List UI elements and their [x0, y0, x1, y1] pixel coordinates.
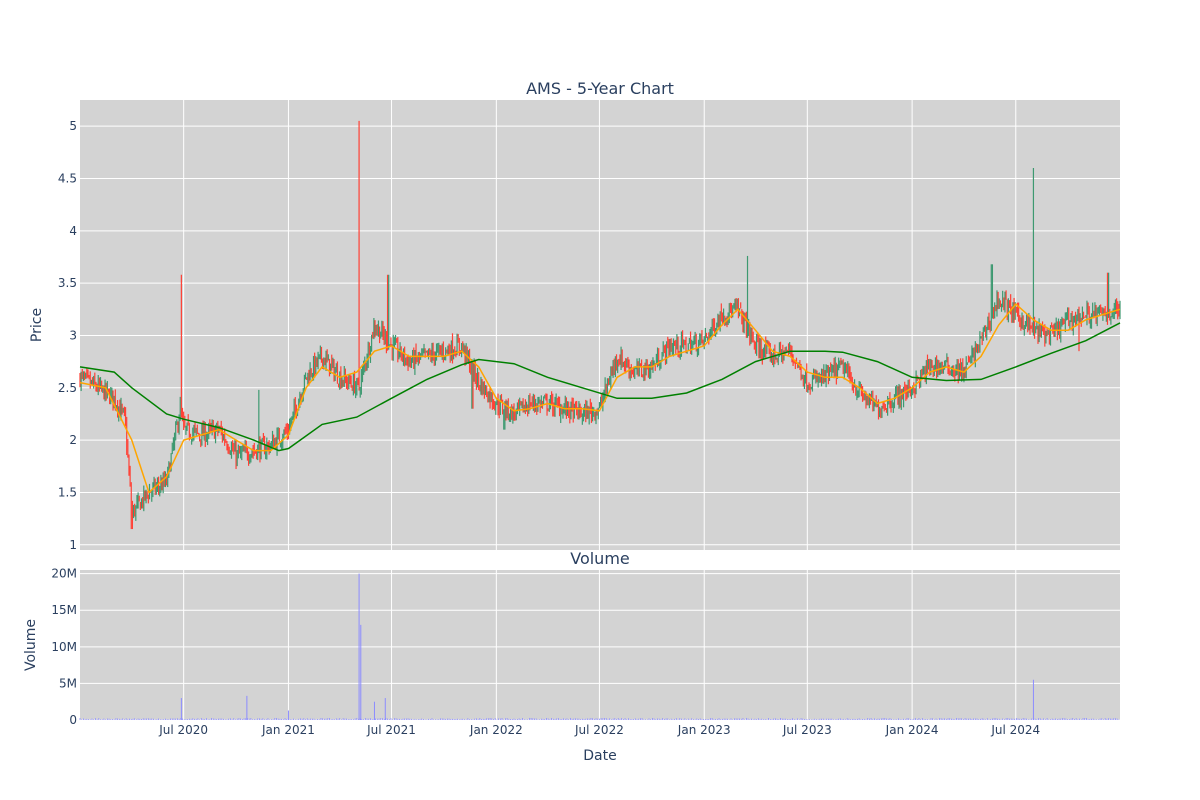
price-y-tick-label: 3.5	[58, 276, 77, 290]
price-plot-area	[80, 100, 1120, 550]
volume-subplot-title: Volume	[570, 549, 630, 568]
volume-y-tick-label: 15M	[51, 603, 77, 617]
x-tick-label: Jan 2022	[469, 723, 523, 737]
volume-bars	[79, 573, 1120, 720]
x-tick-label: Jan 2021	[261, 723, 315, 737]
x-tick-label: Jul 2021	[366, 723, 416, 737]
price-y-tick-label: 2.5	[58, 381, 77, 395]
x-tick-label: Jul 2024	[990, 723, 1040, 737]
price-chart-title: AMS - 5-Year Chart	[526, 79, 674, 98]
price-panel: 1 1.5 2 2.5 3 3.5 4 4.5 5	[58, 100, 1121, 552]
price-y-tick-label: 4.5	[58, 171, 77, 185]
x-tick-label: Jan 2023	[677, 723, 731, 737]
price-y-tick-label: 2	[69, 433, 77, 447]
price-y-axis-title: Price	[29, 308, 45, 342]
volume-y-tick-labels: 0 5M 10M 15M 20M	[51, 567, 77, 727]
volume-y-tick-label: 10M	[51, 640, 77, 654]
price-y-tick-label: 1	[69, 538, 77, 552]
x-tick-label: Jan 2024	[885, 723, 939, 737]
price-candles	[79, 120, 1121, 530]
price-y-tick-label: 3	[69, 328, 77, 342]
price-y-tick-labels: 1 1.5 2 2.5 3 3.5 4 4.5 5	[58, 119, 77, 552]
volume-plot-area	[80, 570, 1120, 720]
x-tick-label: Jul 2020	[158, 723, 208, 737]
ma-short-line	[79, 303, 1121, 494]
volume-panel: 0 5M 10M 15M 20M Jul 2020 Jan 2021 Jul 2021 Jan…	[51, 567, 1120, 737]
x-tick-labels: Jul 2020 Jan 2021 Jul 2021 Jan 2022 Jul 2022…	[158, 723, 1040, 737]
volume-y-axis-title: Volume	[23, 619, 39, 671]
price-y-tick-label: 1.5	[58, 485, 77, 499]
x-tick-label: Jul 2022	[574, 723, 624, 737]
volume-y-tick-label: 20M	[51, 567, 77, 581]
x-axis-title: Date	[583, 748, 616, 764]
x-tick-label: Jul 2023	[782, 723, 832, 737]
ma-long-line	[79, 322, 1121, 452]
volume-y-tick-label: 0	[69, 713, 77, 727]
price-y-tick-label: 5	[69, 119, 77, 133]
price-y-tick-label: 4	[69, 224, 77, 238]
price-moving-averages	[79, 303, 1121, 494]
volume-y-tick-label: 5M	[59, 676, 77, 690]
